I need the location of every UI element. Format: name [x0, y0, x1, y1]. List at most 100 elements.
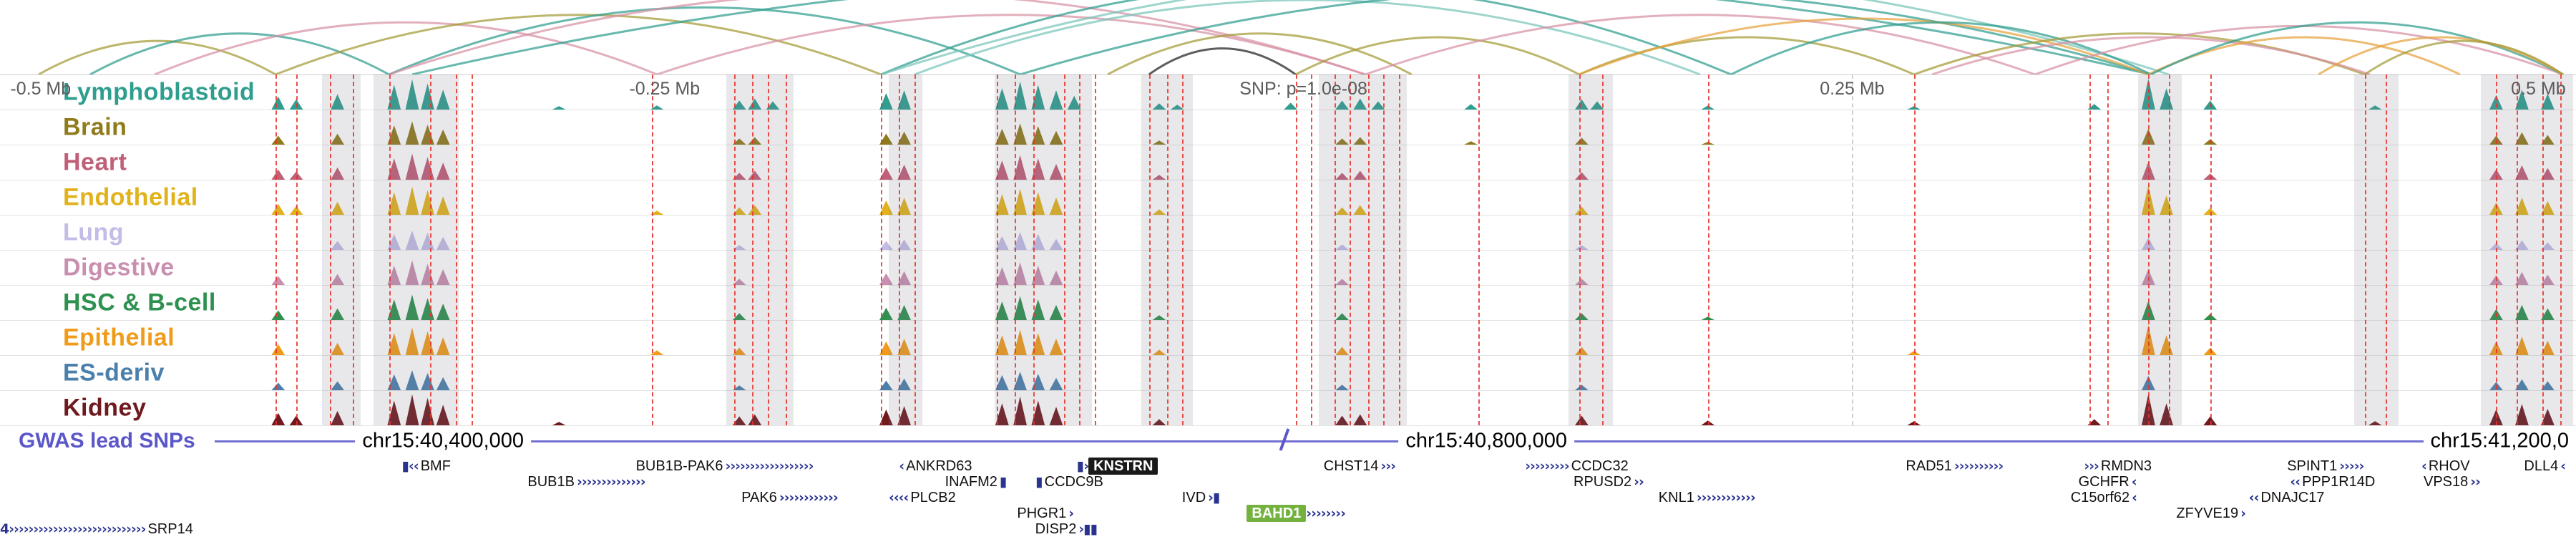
track-row-endothelial[interactable]: Endothelial	[0, 180, 2576, 216]
gene-name: INAFM2	[945, 474, 997, 490]
gene-chst14[interactable]: CHST14 ›››	[1322, 458, 1396, 474]
gene-name: RMDN3	[2100, 458, 2152, 474]
interaction-arcs	[0, 0, 2576, 74]
gene-c15orf62[interactable]: C15orf62 ‹	[2069, 490, 2137, 505]
gene-name: DLL4	[2524, 458, 2559, 474]
track-label: ES-deriv	[63, 359, 165, 387]
gene-gchfr[interactable]: GCHFR ‹	[2077, 474, 2137, 490]
gene-intron-arrows: ‹	[2421, 458, 2427, 474]
gene-dll4[interactable]: DLL4 ‹	[2522, 458, 2566, 474]
interaction-arc	[1932, 37, 2370, 74]
track-signal	[271, 153, 2555, 180]
gene-rhov[interactable]: ‹ RHOV	[2421, 458, 2472, 474]
gene-rpusd2[interactable]: RPUSD2 ››	[1571, 474, 1644, 490]
track-label: Brain	[63, 113, 127, 141]
interaction-arc	[2318, 37, 2563, 74]
gene-rmdn3[interactable]: ››› RMDN3	[2084, 458, 2154, 474]
gene-plcb2[interactable]: ‹‹‹‹ PLCB2	[889, 490, 958, 505]
interaction-arc	[657, 15, 1365, 74]
coordinate-label: chr15:40,400,000	[355, 429, 532, 453]
track-row-heart[interactable]: Heart	[0, 145, 2576, 180]
ruler-label-0-25-mb: 0.25 Mb	[1820, 79, 1885, 99]
interaction-arc	[1365, 15, 2035, 74]
ruler-label-0-25-mb: -0.25 Mb	[629, 79, 701, 99]
gene-knl1[interactable]: KNL1 ››››››››››››	[1657, 490, 1756, 505]
tissue-tracks: Lymphoblastoid Brain Heart Endothelial Lung D…	[0, 74, 2576, 426]
interaction-arc	[412, 0, 2151, 74]
gene-name: PLCB2	[910, 490, 956, 505]
gene-intron-arrows: ‹	[2132, 490, 2137, 505]
gene-zfyve19[interactable]: ZFYVE19 ›	[2174, 505, 2246, 521]
track-signal	[271, 121, 2555, 145]
gene-disp2[interactable]: DISP2 ›▮▮	[1033, 521, 1098, 537]
track-row-lung[interactable]: Lung	[0, 216, 2576, 251]
gene-vps18[interactable]: VPS18 ››	[2421, 474, 2481, 490]
gene-name: CCDC9B	[1044, 474, 1103, 490]
gene-name: GCHFR	[2078, 474, 2129, 490]
gene-name: VPS18	[2424, 474, 2469, 490]
interaction-arc	[914, 0, 1700, 74]
interaction-arc	[155, 22, 657, 74]
track-signal	[271, 393, 2555, 425]
gwas-track: GWAS lead SNPs chr15:40,400,000 chr15:40,…	[0, 425, 2576, 457]
gene-dnajc17[interactable]: ‹‹ DNAJC17	[2249, 490, 2327, 505]
gene-bub1b-pak6[interactable]: BUB1B-PAK6 ››››››››››››››››››	[634, 458, 814, 474]
gene-srp14[interactable]: 4›››››››››››››››››››››››››››› SRP14	[0, 521, 195, 537]
lead-snp-tick[interactable]	[1279, 428, 1290, 451]
interaction-arc	[881, 0, 2169, 74]
gene-inafm2[interactable]: INAFM2 ▮	[943, 474, 1008, 490]
gene-name: CCDC32	[1571, 458, 1629, 474]
gene-spint1[interactable]: SPINT1 ›››››	[2285, 458, 2364, 474]
track-row-kidney[interactable]: Kidney	[0, 391, 2576, 426]
gene-phgr1[interactable]: PHGR1 ›	[1015, 505, 1074, 521]
gene-ivd[interactable]: IVD ›▮	[1180, 490, 1221, 505]
gwas-track-label: GWAS lead SNPs	[19, 429, 195, 453]
ruler-label-snp-p-1-0e-08: SNP: p=1.0e-08	[1239, 79, 1367, 99]
gene-name: BMF	[420, 458, 451, 474]
gene-intron-arrows: ▮›	[1076, 458, 1089, 474]
interaction-arc	[1579, 19, 2149, 74]
gene-intron-arrows: ››	[2470, 474, 2481, 490]
gene-intron-arrows: ››››››››››››››	[576, 474, 646, 490]
gene-name: ZFYVE19	[2176, 505, 2239, 521]
gene-intron-arrows: ‹‹	[2248, 490, 2260, 505]
track-row-lymphoblastoid[interactable]: Lymphoblastoid	[0, 75, 2576, 110]
interaction-arc	[389, 0, 1365, 74]
interaction-arc	[275, 15, 881, 74]
gene-bmf[interactable]: ▮‹‹ BMF	[402, 458, 453, 474]
gene-bub1b[interactable]: BUB1B ››››››››››››››	[525, 474, 645, 490]
gene-intron-arrows: ›▮▮	[1078, 521, 1098, 537]
interaction-arc	[1296, 37, 1579, 74]
gene-annotation-track: ▮‹‹ BMF BUB1B-PAK6 ›››››››››››››››››› ‹ ANKRD…	[0, 457, 2576, 537]
gene-ccdc32[interactable]: ››››››››› CCDC32	[1525, 458, 1631, 474]
gene-ankrd63[interactable]: ‹ ANKRD63	[899, 458, 974, 474]
gene-intron-arrows: ‹‹	[2290, 474, 2301, 490]
ruler-label-0-5-mb: -0.5 Mb	[10, 79, 72, 99]
track-signal	[271, 294, 2555, 320]
track-label: Lung	[63, 218, 125, 246]
gene-name: CHST14	[1323, 458, 1379, 474]
track-signal	[271, 260, 2555, 285]
track-row-hsc-b-cell[interactable]: HSC & B-cell	[0, 286, 2576, 321]
track-signal	[271, 370, 2555, 390]
coordinate-label: chr15:41,200,0	[2423, 429, 2576, 453]
interaction-arc	[90, 34, 389, 74]
gene-bahd1[interactable]: BAHD1 ››››››››	[1246, 505, 1346, 522]
track-label: Kidney	[63, 394, 147, 422]
interaction-arc	[39, 41, 275, 74]
gene-name: PAK6	[741, 490, 777, 505]
gene-pak6[interactable]: PAK6 ››››››››››››	[739, 490, 839, 505]
track-row-epithelial[interactable]: Epithelial	[0, 321, 2576, 356]
track-label: Heart	[63, 148, 127, 176]
gene-rad51[interactable]: RAD51 ››››››››››	[1903, 458, 2004, 474]
gene-name: BAHD1	[1246, 505, 1307, 522]
track-row-es-deriv[interactable]: ES-deriv	[0, 356, 2576, 391]
gene-knstrn[interactable]: ▮› KNSTRN	[1076, 458, 1158, 475]
gene-intron-arrows: ›▮	[1208, 490, 1220, 505]
gene-ccdc9b[interactable]: ▮ CCDC9B	[1035, 474, 1106, 490]
gene-ppp1r14d[interactable]: ‹‹ PPP1R14D	[2290, 474, 2377, 490]
track-row-digestive[interactable]: Digestive	[0, 251, 2576, 286]
track-row-brain[interactable]: Brain	[0, 110, 2576, 145]
track-signal	[271, 185, 2555, 215]
gene-name: KNSTRN	[1088, 458, 1158, 475]
